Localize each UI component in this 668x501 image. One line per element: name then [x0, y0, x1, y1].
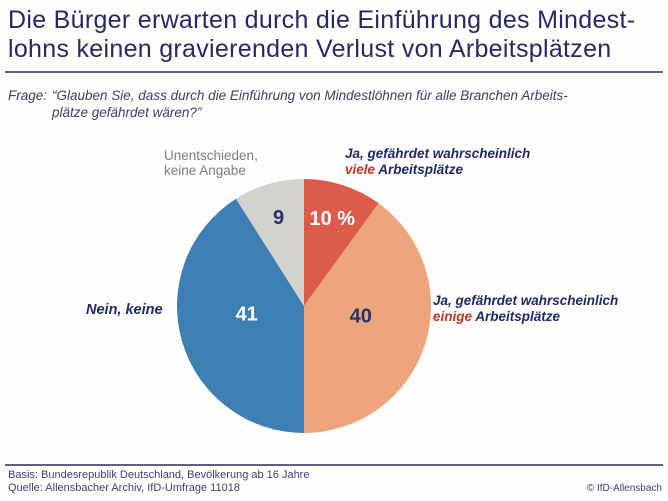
label-none-text: Nein, keine: [86, 302, 163, 318]
title-divider: [5, 71, 663, 73]
label-many-line2: viele Arbeitsplätze: [345, 162, 530, 178]
pie-value-label-2: 41: [236, 304, 258, 326]
question-line1: “Glauben Sie, dass durch die Einführung …: [52, 88, 568, 103]
label-many-red-word: viele: [345, 162, 376, 177]
question-line2: plätze gefährdet wären?”: [52, 104, 202, 120]
pie-value-label-1: 40: [350, 305, 372, 327]
label-some-line1: Ja, gefährdet wahrscheinlich: [433, 293, 619, 308]
page-title-line2: lohns keinen gravierenden Verlust von Ar…: [8, 35, 612, 63]
label-undecided: Unentschieden, keine Angabe: [164, 148, 258, 178]
pie-slice-1: [304, 203, 432, 433]
footer-basis: Basis: Bundesrepublik Deutschland, Bevöl…: [8, 469, 310, 481]
label-none: Nein, keine: [86, 302, 163, 318]
survey-question: Frage: “Glauben Sie, dass durch die Einf…: [8, 88, 568, 121]
footer-copyright: © IfD-Allensbach: [586, 483, 662, 494]
question-text: “Glauben Sie, dass durch die Einführung …: [52, 88, 568, 121]
label-many-line1: Ja, gefährdet wahrscheinlich: [345, 146, 531, 161]
label-some-red-word: einige: [433, 309, 473, 324]
label-undecided-line1: Unentschieden,: [164, 148, 258, 163]
pie-slice-3: [235, 179, 304, 306]
footer-divider: [5, 464, 663, 466]
pie-value-label-3: 9: [273, 207, 284, 229]
label-some-line2: einige Arbeitsplätze: [433, 309, 618, 325]
question-label: Frage:: [8, 88, 48, 103]
label-some-jobs: Ja, gefährdet wahrscheinlich einige Arbe…: [433, 293, 618, 325]
pie-slice-2: [176, 198, 304, 433]
pie-value-label-0: 10 %: [310, 208, 356, 230]
footer-source: Quelle: Allensbacher Archiv, IfD-Umfrage…: [8, 482, 240, 494]
label-undecided-line2: keine Angabe: [164, 162, 246, 178]
label-many-rest: Arbeitsplätze: [375, 162, 464, 177]
label-some-rest: Arbeitsplätze: [472, 309, 561, 324]
label-many-jobs: Ja, gefährdet wahrscheinlich viele Arbei…: [345, 146, 530, 178]
pie-slice-0: [304, 179, 379, 306]
page-title-line1: Die Bürger erwarten durch die Einführung…: [8, 6, 636, 34]
page-title: Die Bürger erwarten durch die Einführung…: [8, 6, 664, 64]
